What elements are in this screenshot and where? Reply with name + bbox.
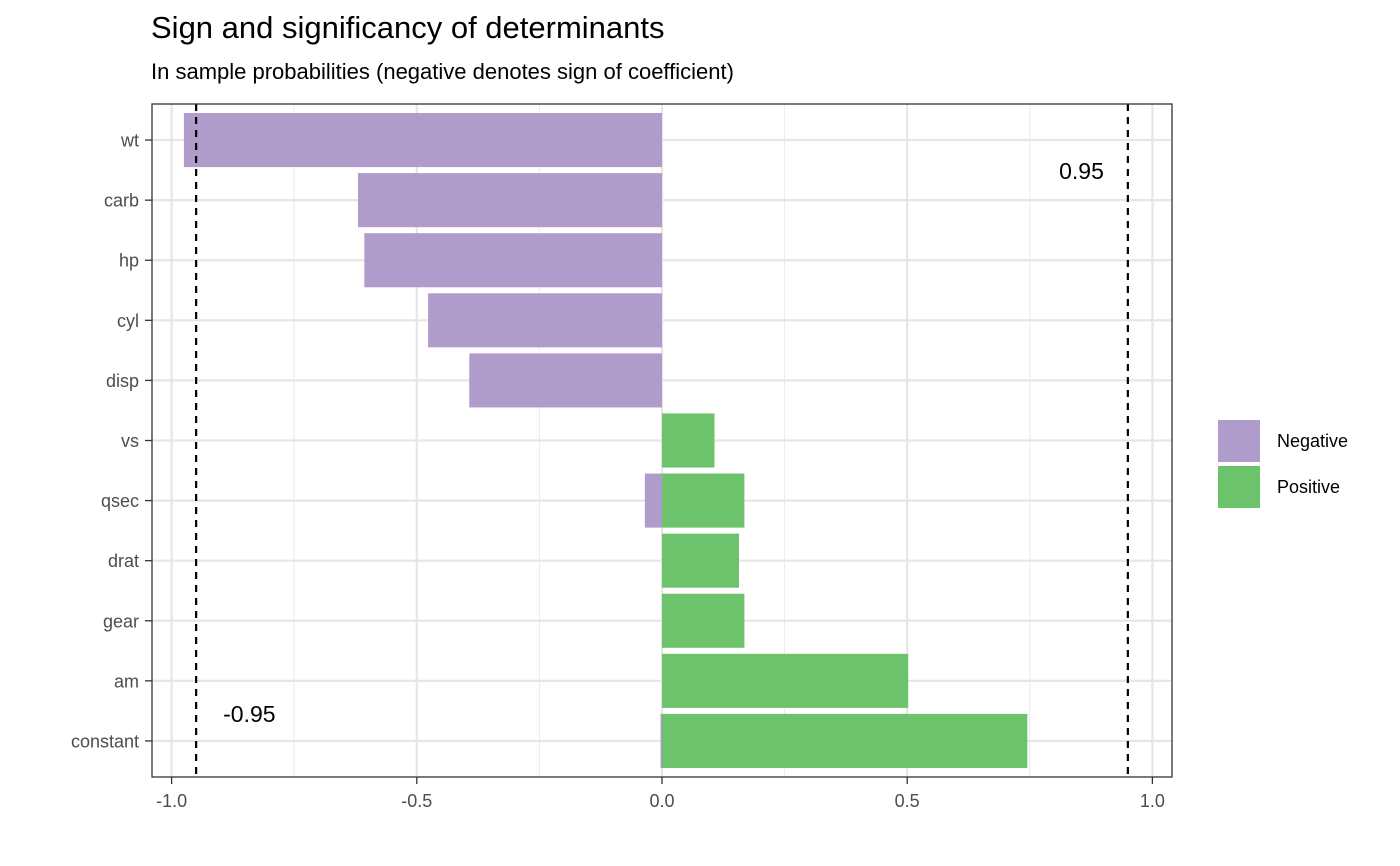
bar-positive-qsec [662,473,745,528]
legend-key-negative [1218,420,1260,462]
x-tick-label: -0.5 [401,791,432,811]
legend-key-positive [1218,466,1260,508]
y-tick-label-am: am [114,671,139,691]
y-tick-label-drat: drat [108,551,139,571]
y-tick-label-constant: constant [71,731,139,751]
bar-positive-constant [662,713,1028,768]
bar-positive-vs [662,413,715,468]
bar-negative-hp [364,233,662,288]
reference-line-label-positive: 0.95 [1059,158,1104,184]
reference-line-label-negative: -0.95 [223,701,275,727]
y-tick-label-cyl: cyl [117,311,139,331]
x-axis: -1.0 -0.5 0.0 0.5 1.0 [156,777,1165,811]
x-tick-label: 0.0 [649,791,674,811]
legend: Negative Positive [1218,419,1348,511]
y-tick-label-hp: hp [119,251,139,271]
bar-negative-constant [660,713,662,768]
bar-positive-gear [662,593,745,648]
y-tick-label-carb: carb [104,191,139,211]
bar-positive-drat [662,533,739,588]
y-axis: wt carb hp cyl disp vs qsec drat gear am constant [71,131,152,751]
y-tick-label-gear: gear [103,611,139,631]
bar-negative-disp [469,353,662,408]
legend-label-negative: Negative [1277,430,1349,451]
chart-title: Sign and significancy of determinants [151,10,665,45]
bars [183,113,1028,768]
reference-lines: -0.95 0.95 [195,104,1129,777]
bar-negative-carb [357,173,662,228]
x-tick-label: 0.5 [895,791,920,811]
bar-negative-cyl [428,293,662,348]
legend-label-positive: Positive [1277,476,1341,497]
y-tick-label-vs: vs [121,431,139,451]
y-tick-label-disp: disp [106,371,139,391]
x-tick-label: 1.0 [1140,791,1165,811]
bar-negative-qsec [644,473,662,528]
chart-subtitle: In sample probabilities (negative denote… [151,59,734,84]
bar-negative-wt [183,113,662,168]
y-tick-label-wt: wt [120,131,139,151]
legend-item-negative: Negative [1218,419,1348,463]
bar-positive-am [662,653,909,708]
x-tick-label: -1.0 [156,791,187,811]
legend-item-positive: Positive [1218,465,1348,509]
y-tick-label-qsec: qsec [101,491,139,511]
